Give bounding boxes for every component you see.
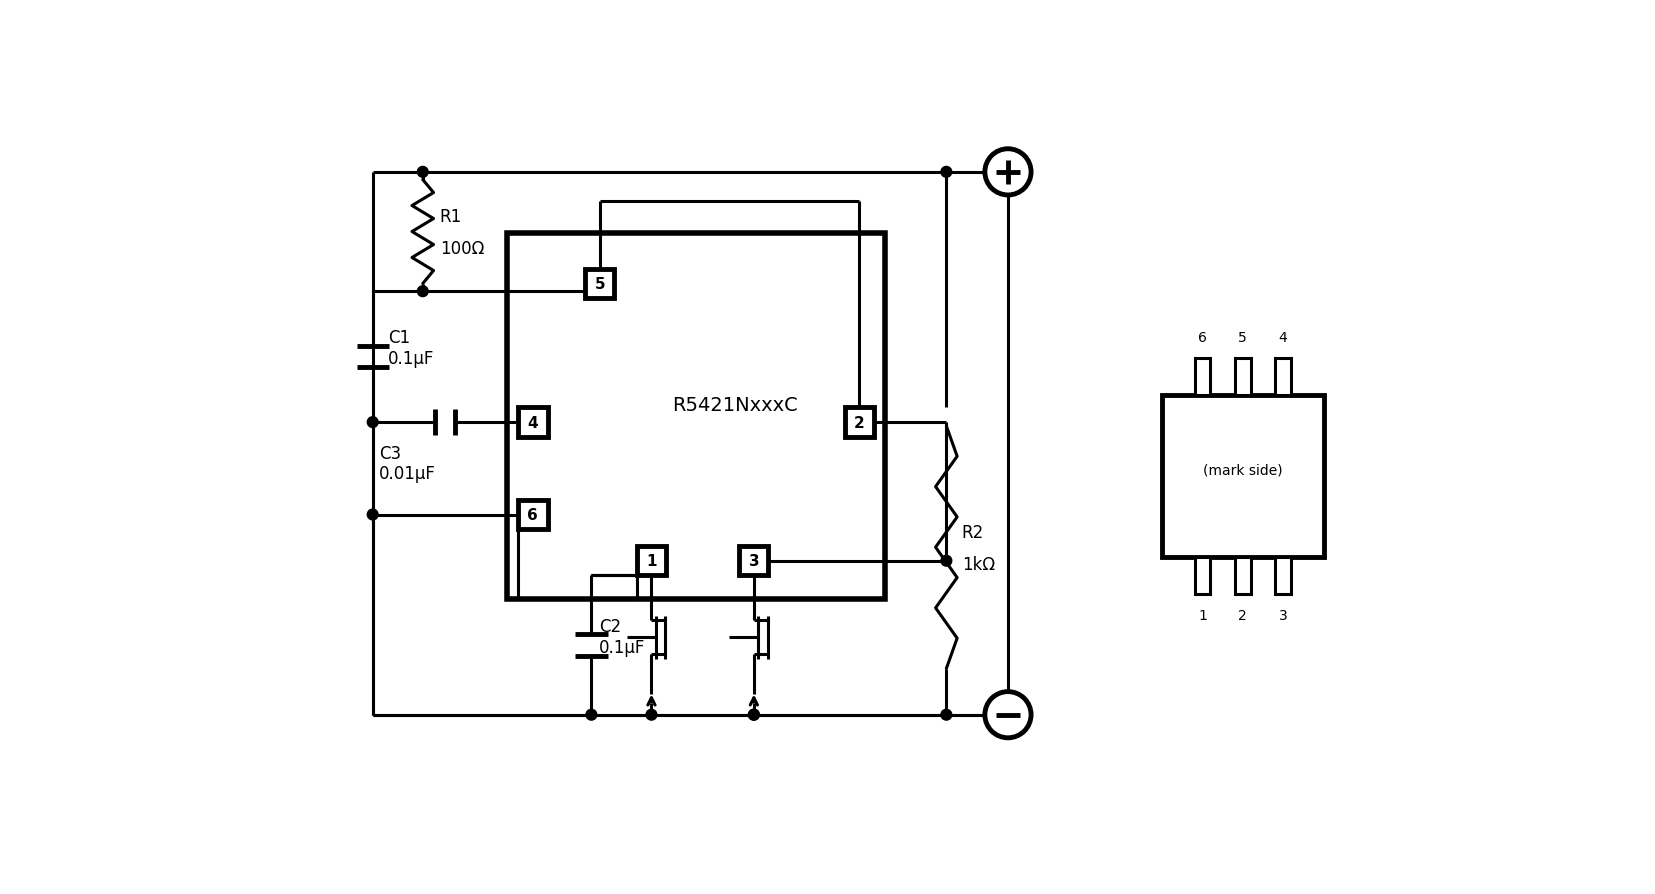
Text: 5: 5 (1238, 331, 1248, 345)
Bar (1274, 358, 1291, 396)
Bar (1235, 358, 1251, 396)
Text: 4: 4 (1278, 331, 1288, 345)
Text: 100Ω: 100Ω (440, 240, 483, 258)
Text: 0.01μF: 0.01μF (379, 465, 435, 483)
Text: 3: 3 (748, 553, 760, 569)
Text: R1: R1 (440, 208, 462, 226)
Text: 1kΩ: 1kΩ (962, 555, 995, 574)
Text: (mark side): (mark side) (1203, 463, 1283, 477)
Text: C3: C3 (379, 444, 401, 462)
Circle shape (367, 417, 377, 428)
Bar (844, 408, 874, 437)
Circle shape (942, 710, 952, 721)
Circle shape (942, 167, 952, 178)
Bar (518, 408, 548, 437)
Circle shape (417, 167, 429, 178)
Text: 6: 6 (1198, 331, 1206, 345)
Text: R2: R2 (962, 523, 985, 541)
Bar (508, 234, 885, 600)
Text: 4: 4 (528, 415, 538, 430)
Circle shape (417, 286, 429, 298)
Bar (1235, 557, 1251, 595)
Text: 2: 2 (1238, 608, 1248, 622)
Circle shape (367, 510, 377, 520)
Text: 1: 1 (1198, 608, 1206, 622)
Circle shape (645, 710, 657, 721)
Text: 2: 2 (854, 415, 864, 430)
Circle shape (942, 556, 952, 567)
Text: C1: C1 (389, 329, 410, 347)
Bar (1162, 396, 1324, 557)
Circle shape (748, 710, 760, 721)
Text: 1: 1 (645, 553, 657, 569)
Bar (637, 546, 665, 576)
Text: R5421NxxxC: R5421NxxxC (672, 396, 798, 415)
Bar (1274, 557, 1291, 595)
Text: 5: 5 (594, 276, 606, 291)
Text: C2: C2 (599, 617, 621, 635)
Bar (518, 501, 548, 529)
Text: 6: 6 (528, 508, 538, 522)
Bar (586, 270, 614, 299)
Circle shape (748, 710, 760, 721)
Text: 0.1μF: 0.1μF (599, 637, 645, 656)
Text: 0.1μF: 0.1μF (389, 350, 435, 367)
Circle shape (586, 710, 597, 721)
Bar (740, 546, 768, 576)
Bar (1195, 557, 1210, 595)
Text: 3: 3 (1278, 608, 1288, 622)
Bar (1195, 358, 1210, 396)
